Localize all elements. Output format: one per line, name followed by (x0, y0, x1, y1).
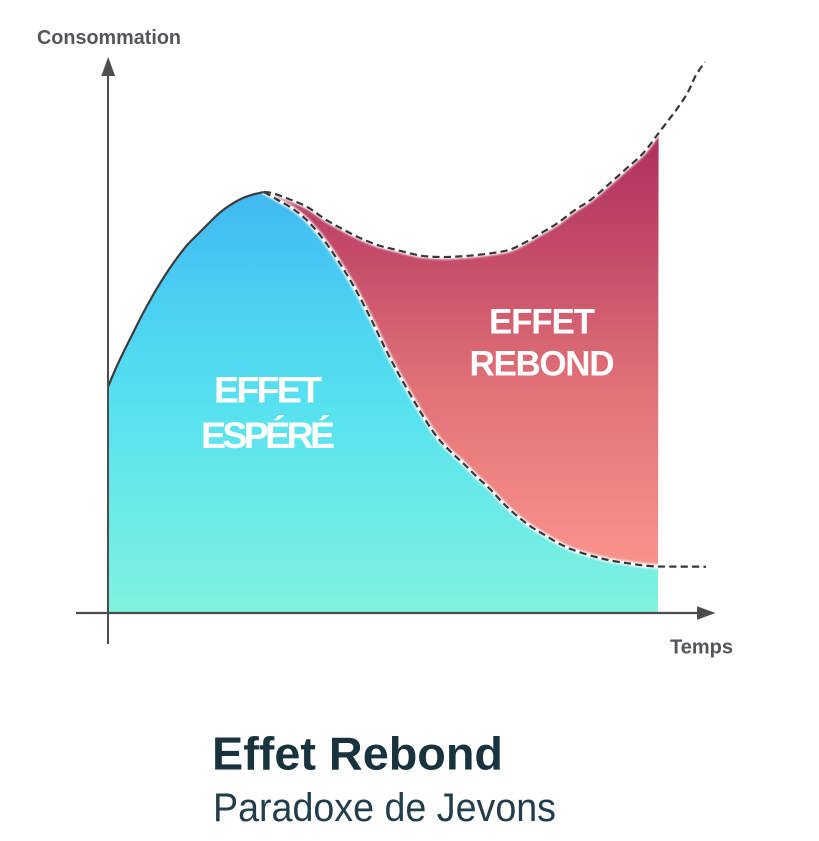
svg-text:EFFET: EFFET (214, 369, 322, 411)
svg-text:ESPÉRÉ: ESPÉRÉ (201, 414, 335, 456)
svg-text:Temps: Temps (670, 636, 733, 659)
svg-text:EFFET: EFFET (489, 303, 595, 342)
svg-text:REBOND: REBOND (470, 345, 615, 384)
svg-text:Consommation: Consommation (37, 27, 181, 49)
svg-text:Effet Rebond: Effet Rebond (212, 728, 503, 780)
svg-text:Paradoxe de Jevons: Paradoxe de Jevons (213, 786, 556, 830)
